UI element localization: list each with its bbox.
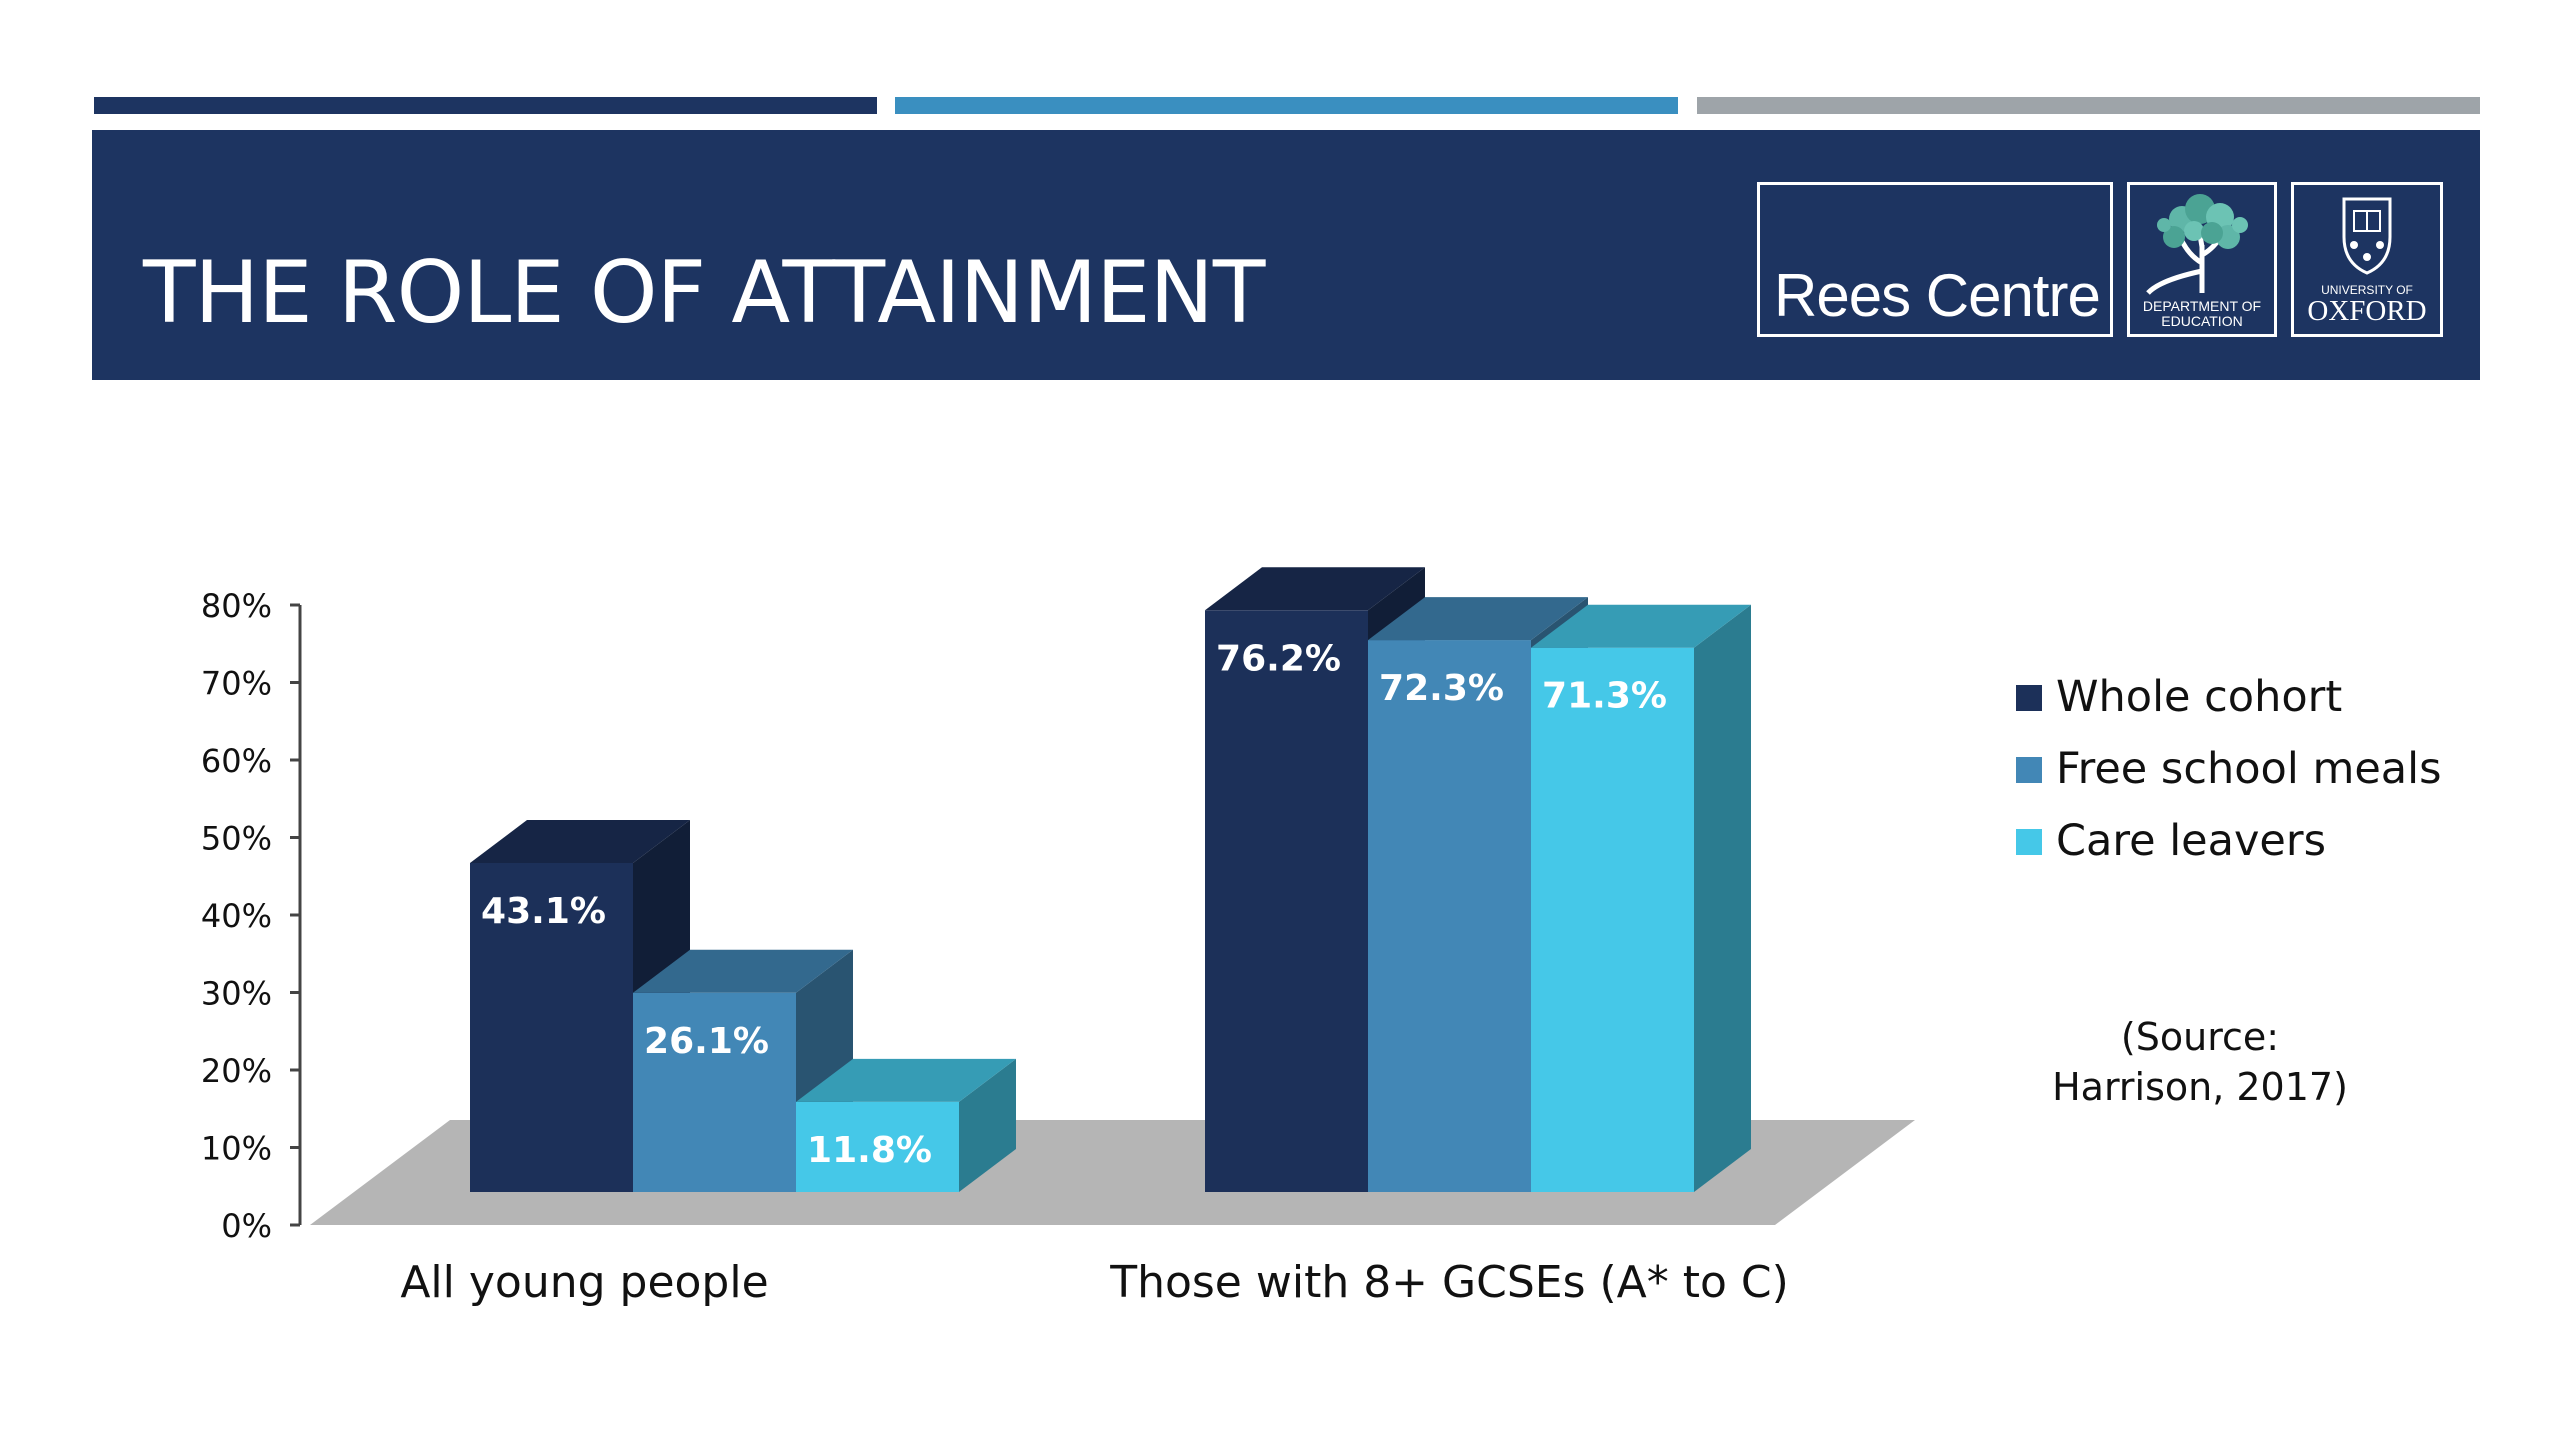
- tree-icon: [2146, 194, 2248, 295]
- bar-top-face: [796, 1058, 1016, 1102]
- data-labels: 43.1% 26.1% 11.8% 76.2% 72.3% 71.3%: [481, 638, 1667, 1171]
- bar-top-face: [1531, 604, 1751, 648]
- bar: [633, 992, 796, 1192]
- legend-swatch: [2016, 829, 2042, 855]
- bar-top-face: [1205, 567, 1425, 611]
- bar: [470, 862, 633, 1192]
- y-tick-label: 60%: [201, 742, 272, 780]
- y-axis: 0% 10% 20% 30% 40% 50% 60% 70% 80%: [201, 587, 302, 1245]
- x-axis-labels: All young people Those with 8+ GCSEs (A* …: [400, 1257, 1788, 1308]
- department-of-education-logo: DEPARTMENT OF EDUCATION: [2127, 182, 2277, 337]
- university-of-text: UNIVERSITY OF: [2321, 283, 2413, 297]
- x-category-label: All young people: [400, 1257, 768, 1308]
- bar: [1531, 647, 1694, 1192]
- legend-swatch: [2016, 685, 2042, 711]
- data-label: 72.3%: [1379, 668, 1504, 709]
- source-note: (Source: Harrison, 2017): [2052, 1015, 2348, 1109]
- logo-group: Rees Centre DEPARTMENT OF EDUCATION UNIV…: [1757, 182, 2443, 337]
- data-label: 71.3%: [1542, 676, 1667, 717]
- oxford-crest-icon: [2342, 197, 2392, 275]
- x-category-label: Those with 8+ GCSEs (A* to C): [1109, 1257, 1789, 1308]
- rees-centre-text: Rees Centre: [1774, 262, 2101, 329]
- bar: [796, 1101, 959, 1192]
- slide-title: THE ROLE OF ATTAINMENT: [143, 243, 1265, 343]
- legend-swatch: [2016, 757, 2042, 783]
- bar-top-face: [1368, 597, 1588, 641]
- oxford-text: OXFORD: [2307, 295, 2427, 327]
- data-label: 11.8%: [807, 1130, 932, 1171]
- y-tick-label: 10%: [201, 1130, 272, 1168]
- y-tick-label: 80%: [201, 587, 272, 625]
- rees-centre-logo: Rees Centre: [1757, 182, 2113, 337]
- y-tick-label: 0%: [221, 1207, 272, 1245]
- legend-label: Care leavers: [2056, 816, 2326, 866]
- bar: [1205, 610, 1368, 1192]
- university-of-oxford-logo: UNIVERSITY OF OXFORD: [2291, 182, 2443, 337]
- bars: [470, 567, 1751, 1192]
- y-tick-label: 70%: [201, 665, 272, 703]
- bar-top-face: [633, 949, 853, 993]
- bar-side-face: [1694, 604, 1751, 1192]
- data-label: 76.2%: [1216, 638, 1341, 679]
- bar-top-face: [470, 819, 690, 863]
- department-text: DEPARTMENT OF EDUCATION: [2142, 298, 2262, 329]
- top-stripe-grey: [1697, 97, 2480, 114]
- legend-label: Whole cohort: [2056, 672, 2343, 722]
- y-tick-label: 50%: [201, 820, 272, 858]
- top-stripe-blue: [895, 97, 1678, 114]
- bar: [1368, 640, 1531, 1192]
- legend-label: Free school meals: [2056, 744, 2442, 794]
- top-stripe-navy: [94, 97, 877, 114]
- y-tick-label: 30%: [201, 975, 272, 1013]
- bar-side-face: [959, 1058, 1016, 1192]
- data-label: 26.1%: [644, 1021, 769, 1062]
- data-label: 43.1%: [481, 891, 606, 932]
- y-tick-label: 40%: [201, 897, 272, 935]
- y-tick-label: 20%: [201, 1052, 272, 1090]
